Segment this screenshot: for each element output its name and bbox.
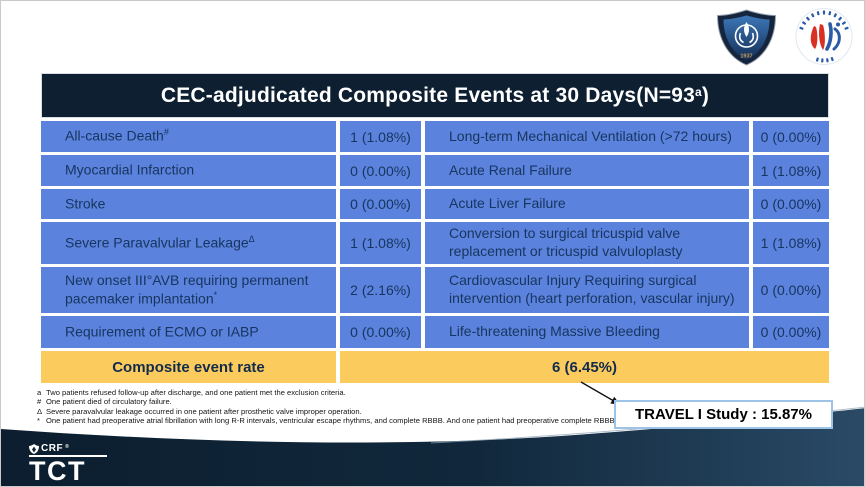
center-figures-icon xyxy=(810,22,841,51)
travel-callout: TRAVEL I Study : 15.87% xyxy=(614,400,833,429)
table-title: CEC-adjudicated Composite Events at 30 D… xyxy=(41,73,829,118)
event-value-cell: 1 (1.08%) xyxy=(340,222,421,264)
event-label-cell: Long-term Mechanical Ventilation (>72 ho… xyxy=(425,121,749,152)
table-row: All-cause Death# 1 (1.08%) Long-term Mec… xyxy=(41,121,829,152)
footnote-marker: Δ xyxy=(37,406,43,416)
event-label: Myocardial Infarction xyxy=(65,161,195,178)
footnote-marker: # xyxy=(37,397,42,407)
table-body: All-cause Death# 1 (1.08%) Long-term Mec… xyxy=(41,121,829,383)
crf-tct-logo: CRF ® TCT xyxy=(29,443,107,485)
title-text: CEC-adjudicated Composite Events at 30 D… xyxy=(160,83,696,107)
ring-text-marks xyxy=(799,10,849,63)
event-value-cell: 0 (0.00%) xyxy=(753,121,829,152)
event-value-cell: 1 (1.08%) xyxy=(340,121,421,152)
crf-label: CRF xyxy=(41,443,64,454)
footnote-marker: * xyxy=(37,416,40,426)
event-value-cell: 0 (0.00%) xyxy=(753,316,829,348)
event-value-cell: 1 (1.08%) xyxy=(753,222,829,264)
arrow-icon xyxy=(580,381,621,405)
event-label-cell: Life-threatening Massive Bleeding xyxy=(425,316,749,348)
footnote-line: Δ Severe paravalvular leakage occurred in… xyxy=(37,407,612,416)
hospital-shield-logo: 1937 xyxy=(716,9,777,66)
footnotes: a Two patients refused follow-up after di… xyxy=(37,388,617,426)
composite-label: Composite event rate xyxy=(41,351,336,383)
table-row: New onset III°AVB requiring permanent pa… xyxy=(41,267,829,313)
event-label: Acute Liver Failure xyxy=(449,195,566,212)
tct-label: TCT xyxy=(29,456,86,486)
event-label: Severe Paravalvular Leakage xyxy=(65,234,249,251)
events-table: CEC-adjudicated Composite Events at 30 D… xyxy=(41,73,829,383)
event-label: New onset III°AVB requiring permanent pa… xyxy=(65,271,309,307)
event-label: Life-threatening Massive Bleeding xyxy=(449,323,660,340)
title-close: ) xyxy=(701,83,710,107)
event-value-cell: 0 (0.00%) xyxy=(340,316,421,348)
footnote-line: # One patient died of circulatory failure… xyxy=(37,397,612,406)
emblem-leaf-icon xyxy=(744,22,749,37)
event-label-cell: Myocardial Infarction xyxy=(41,155,336,186)
event-value-cell: 0 (0.00%) xyxy=(753,267,829,313)
footnote-line: a Two patients refused follow-up after di… xyxy=(37,388,612,397)
footnote-text: Severe paravalvular leakage occurred in … xyxy=(46,406,362,416)
footnote-text: One patient had preoperative atrial fibr… xyxy=(46,416,617,426)
footnote-text: One patient died of circulatory failure. xyxy=(46,397,172,407)
event-label: Stroke xyxy=(65,195,106,212)
event-label: Conversion to surgical tricuspid valve r… xyxy=(449,225,683,259)
footnote-marker: * xyxy=(213,289,218,300)
crf-shield-icon xyxy=(29,443,39,454)
event-label-cell: All-cause Death# xyxy=(41,121,336,152)
event-label-cell: Cardiovascular Injury Requiring surgical… xyxy=(425,267,749,313)
event-label-cell: Acute Liver Failure xyxy=(425,189,749,219)
event-label-cell: Acute Renal Failure xyxy=(425,155,749,186)
event-label-cell: Stroke xyxy=(41,189,336,219)
event-label-cell: New onset III°AVB requiring permanent pa… xyxy=(41,267,336,313)
event-label-cell: Conversion to surgical tricuspid valve r… xyxy=(425,222,749,264)
event-label: All-cause Death xyxy=(65,127,164,144)
crf-rule xyxy=(29,455,107,457)
event-value-cell: 0 (0.00%) xyxy=(340,155,421,186)
footnote-marker: a xyxy=(37,388,42,397)
event-value-cell: 0 (0.00%) xyxy=(753,189,829,219)
event-label-cell: Severe Paravalvular LeakageΔ xyxy=(41,222,336,264)
composite-value: 6 (6.45%) xyxy=(340,351,829,383)
event-value-cell: 2 (2.16%) xyxy=(340,267,421,313)
footnote-line: * One patient had preoperative atrial fib… xyxy=(37,416,617,426)
event-value-cell: 1 (1.08%) xyxy=(753,155,829,186)
title-superscript: a xyxy=(695,84,702,99)
footnote-marker: Δ xyxy=(248,233,255,244)
table-row: Stroke 0 (0.00%) Acute Liver Failure 0 (… xyxy=(41,189,829,219)
hospital-year: 1937 xyxy=(740,54,752,60)
footnote-marker: # xyxy=(163,127,169,138)
event-label: Cardiovascular Injury Requiring surgical… xyxy=(449,272,735,306)
footnote-text: Two patients refused follow-up after dis… xyxy=(46,388,346,397)
event-label: Long-term Mechanical Ventilation (>72 ho… xyxy=(449,127,732,144)
research-center-logo xyxy=(795,8,853,65)
event-label: Requirement of ECMO or IABP xyxy=(65,323,259,340)
table-row: Requirement of ECMO or IABP 0 (0.00%) Li… xyxy=(41,316,829,348)
registered-mark: ® xyxy=(65,443,70,450)
travel-callout-text: TRAVEL I Study : 15.87% xyxy=(635,406,812,423)
crf-logo: CRF ® xyxy=(29,443,107,454)
composite-row: Composite event rate 6 (6.45%) xyxy=(41,351,829,383)
event-label-cell: Requirement of ECMO or IABP xyxy=(41,316,336,348)
table-row: Myocardial Infarction 0 (0.00%) Acute Re… xyxy=(41,155,829,186)
event-label: Acute Renal Failure xyxy=(449,161,572,178)
event-value-cell: 0 (0.00%) xyxy=(340,189,421,219)
table-row: Severe Paravalvular LeakageΔ 1 (1.08%) C… xyxy=(41,222,829,264)
